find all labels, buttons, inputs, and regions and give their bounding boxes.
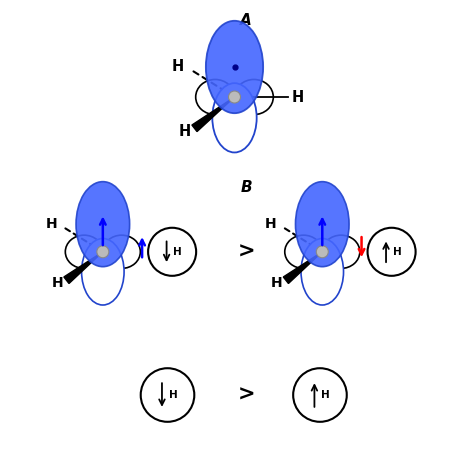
Text: H: H: [321, 390, 330, 400]
Ellipse shape: [206, 21, 263, 113]
Ellipse shape: [322, 235, 360, 268]
Polygon shape: [64, 252, 103, 284]
Ellipse shape: [76, 182, 129, 267]
Ellipse shape: [301, 238, 343, 305]
Text: >: >: [237, 242, 255, 262]
Text: H: H: [52, 276, 63, 290]
Ellipse shape: [295, 182, 349, 267]
Ellipse shape: [65, 235, 103, 268]
Text: H: H: [178, 124, 190, 139]
Text: H: H: [393, 247, 401, 257]
Ellipse shape: [103, 235, 140, 268]
Circle shape: [148, 228, 196, 276]
Circle shape: [141, 368, 194, 422]
Text: H: H: [172, 59, 184, 73]
Text: A: A: [240, 13, 252, 28]
Text: H: H: [174, 247, 182, 257]
Text: H: H: [265, 217, 277, 231]
Text: B: B: [240, 180, 252, 195]
Circle shape: [368, 228, 416, 276]
Polygon shape: [192, 97, 234, 132]
Ellipse shape: [285, 235, 322, 268]
Circle shape: [228, 91, 241, 103]
Text: H: H: [169, 390, 177, 400]
Text: >: >: [237, 385, 255, 405]
Polygon shape: [283, 252, 322, 284]
Circle shape: [97, 246, 109, 258]
Ellipse shape: [212, 83, 257, 152]
Ellipse shape: [82, 238, 124, 305]
Circle shape: [316, 246, 328, 258]
Text: H: H: [292, 90, 304, 104]
Ellipse shape: [234, 79, 273, 115]
Ellipse shape: [196, 79, 234, 115]
Text: H: H: [45, 217, 57, 231]
Circle shape: [293, 368, 347, 422]
Text: H: H: [271, 276, 282, 290]
